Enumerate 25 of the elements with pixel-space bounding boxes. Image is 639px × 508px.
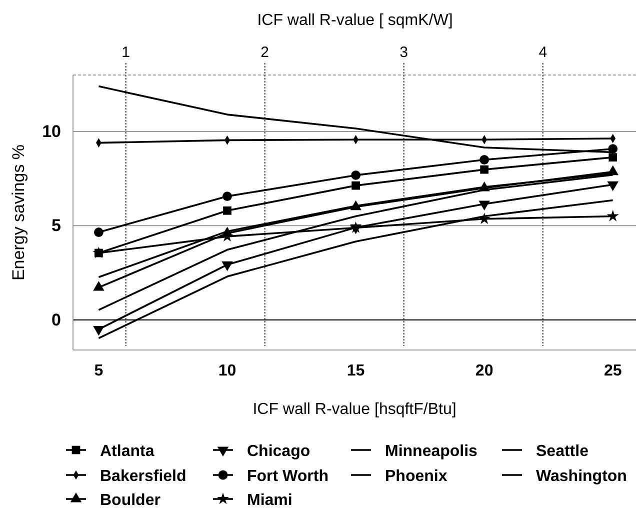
x-tick-label: 20	[475, 362, 494, 380]
legend-label: Phoenix	[385, 468, 448, 485]
x2-tick-label: 1	[122, 44, 130, 61]
legend-label: Washington	[536, 468, 627, 485]
legend-label: Boulder	[100, 492, 160, 508]
y-axis-title: Energy savings %	[9, 144, 28, 281]
legend-label: Fort Worth	[247, 468, 328, 485]
x-tick-label: 10	[218, 362, 236, 380]
legend-label: Minneapolis	[385, 443, 478, 460]
legend-label: Bakersfield	[100, 468, 186, 485]
y-tick-label: 5	[52, 216, 61, 236]
x-tick-label: 15	[346, 362, 365, 380]
x2-tick-label: 2	[260, 44, 270, 61]
x-tick-label: 25	[604, 362, 622, 380]
x2-axis-title: ICF wall R-value [ sqmK/W]	[257, 12, 453, 29]
y-tick-label: 10	[42, 122, 61, 141]
x2-tick-label: 3	[400, 44, 408, 61]
x2-tick-label: 4	[538, 44, 548, 61]
legend-label: Chicago	[247, 443, 310, 460]
legend-label: Miami	[247, 492, 292, 508]
y-tick-label: 0	[52, 310, 61, 330]
x-tick-label: 5	[94, 362, 104, 380]
legend-label: Atlanta	[100, 443, 154, 460]
x-axis-title: ICF wall R-value [hsqftF/Btu]	[252, 401, 456, 418]
legend-label: Seattle	[536, 443, 589, 460]
